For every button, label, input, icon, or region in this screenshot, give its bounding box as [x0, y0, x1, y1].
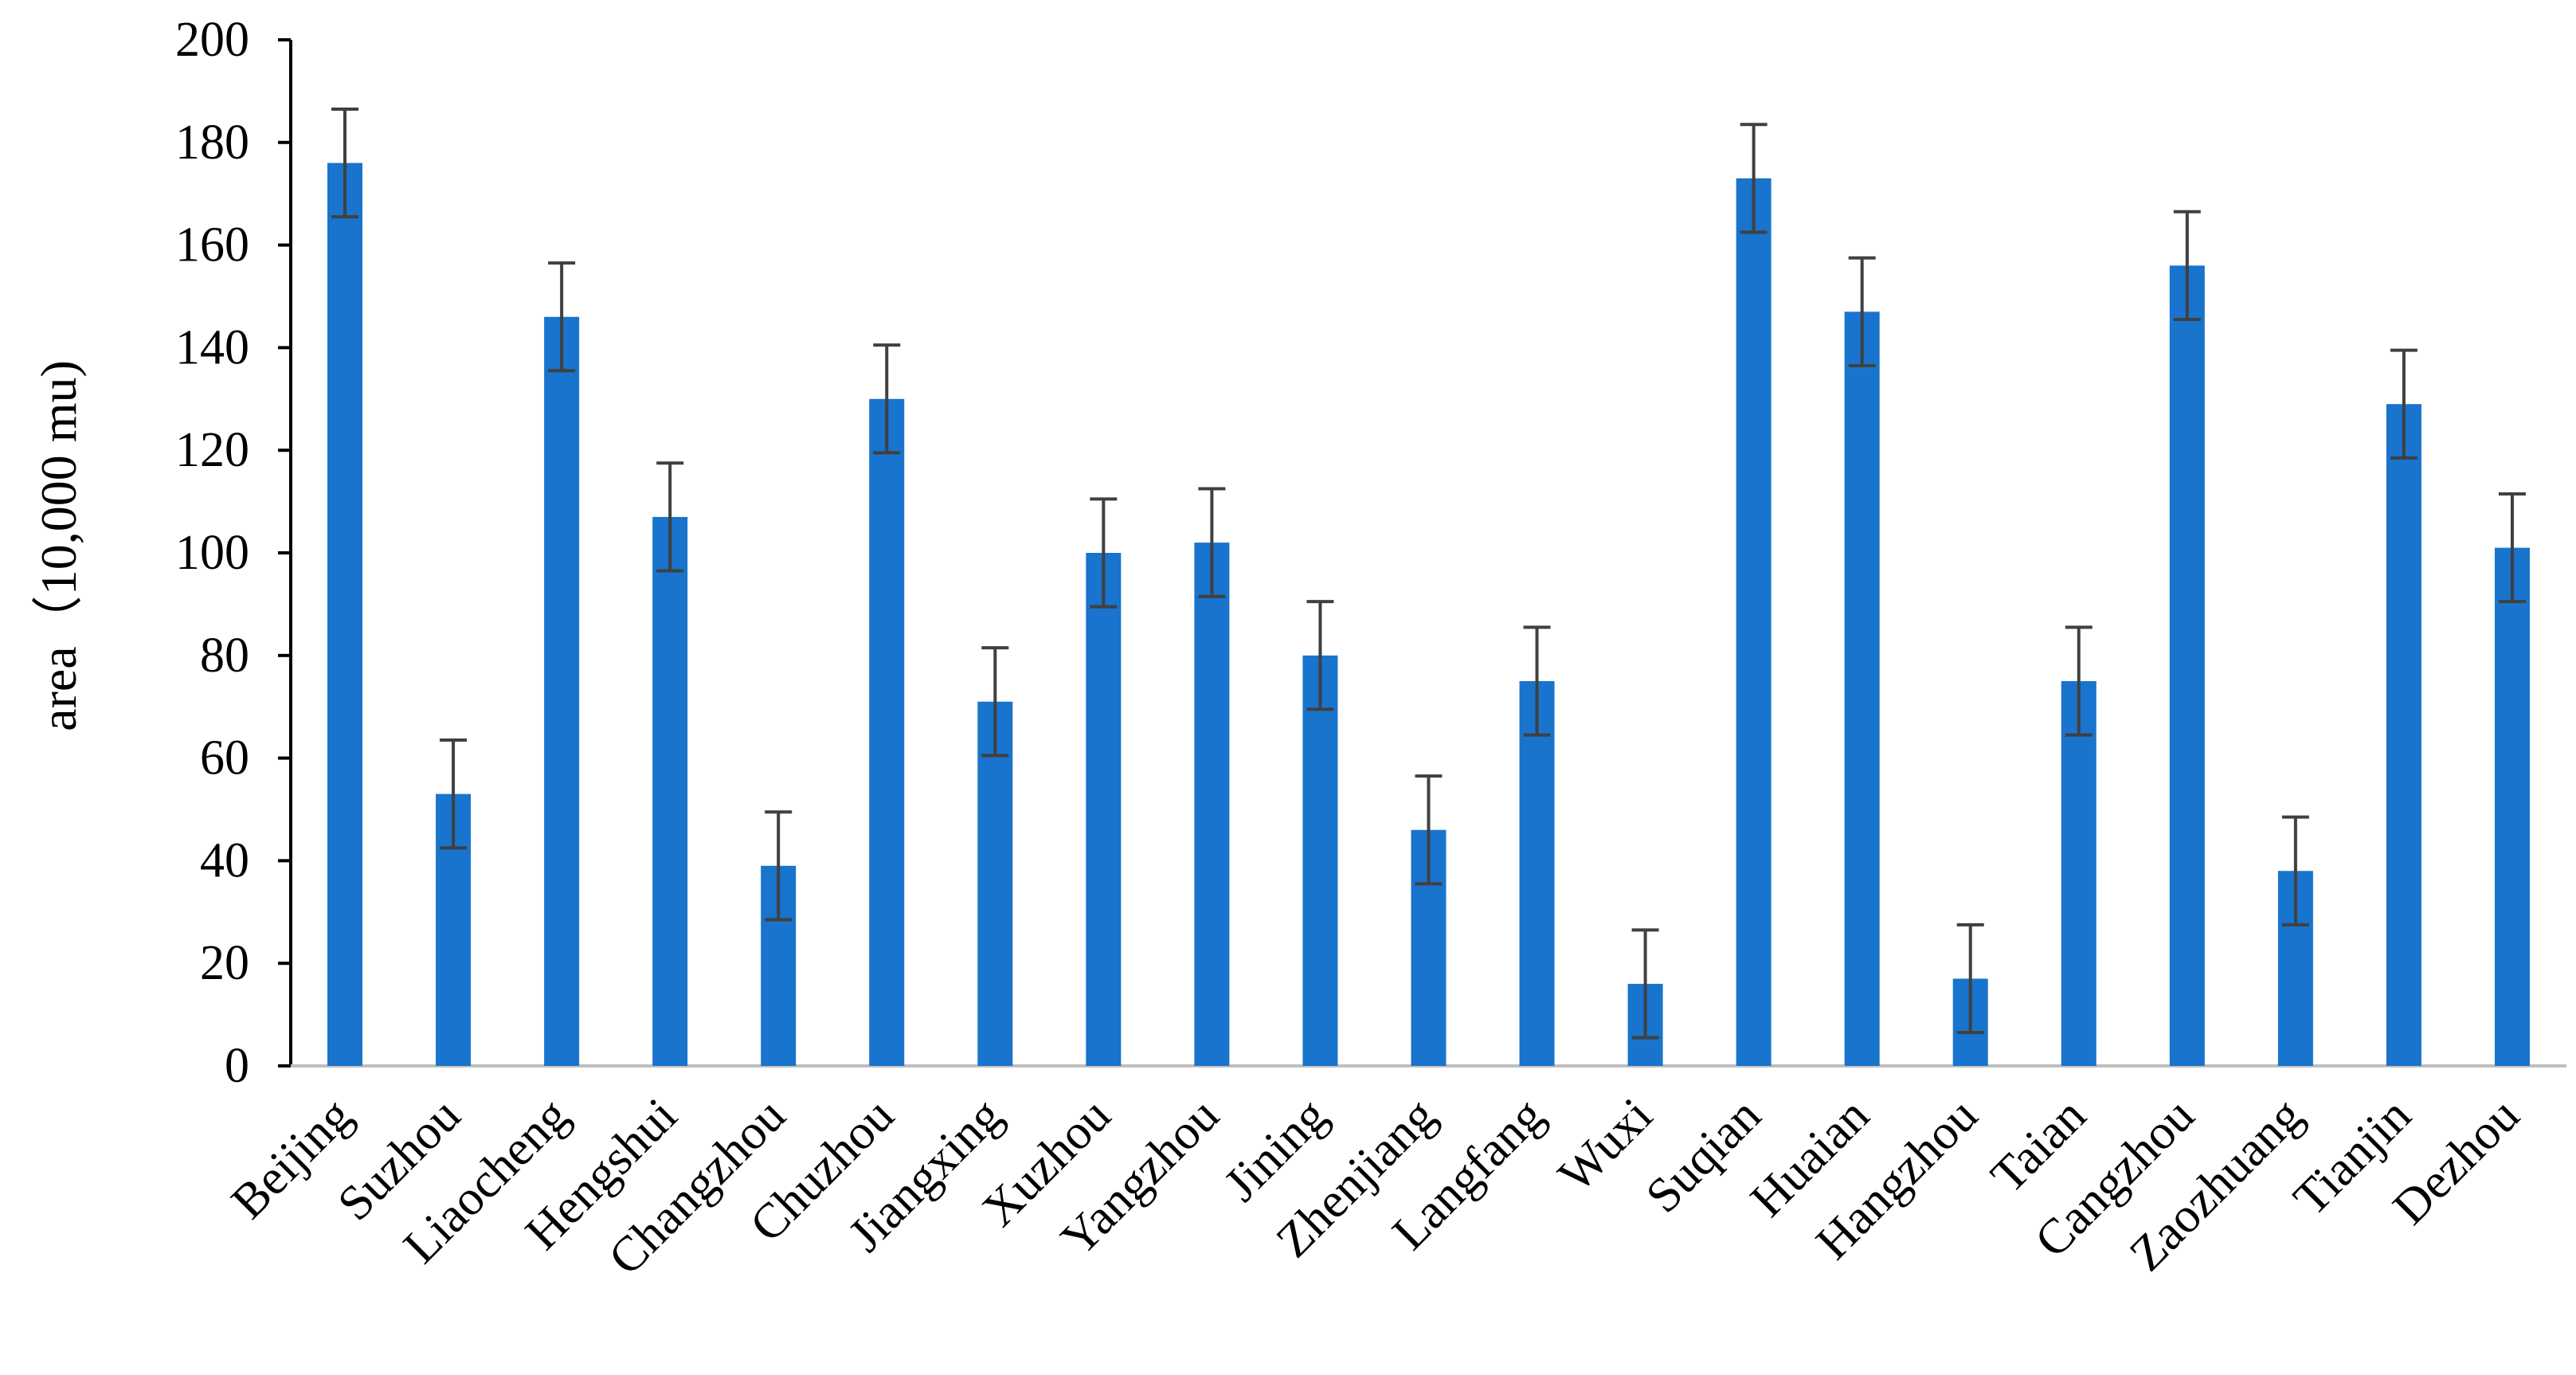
y-tick-label: 80 [200, 629, 249, 683]
bar [1194, 543, 1230, 1066]
y-axis-label: area（10,000 mu) [30, 360, 87, 731]
category-labels: BeijingSuzhouLiaochengHengshuiChangzhouC… [221, 1088, 2530, 1286]
bar [977, 701, 1013, 1066]
y-tick-label: 60 [200, 731, 249, 785]
bar [1519, 681, 1555, 1066]
y-tick-label: 140 [175, 320, 249, 374]
bar [1736, 178, 1771, 1066]
bar [544, 316, 580, 1066]
x-category-label: Beijing [221, 1088, 362, 1229]
error-bars [331, 107, 2526, 1040]
y-tick-label: 20 [200, 936, 249, 990]
bar [1844, 311, 1880, 1066]
y-tick-label: 180 [175, 116, 249, 170]
y-tick-label: 200 [175, 13, 249, 67]
bar [2494, 547, 2530, 1066]
bar [869, 398, 905, 1066]
y-tick-label: 40 [200, 833, 249, 887]
bar [1302, 655, 1338, 1066]
y-axis: 0 20 40 60 80 100 120 140 160 180 200 [175, 13, 292, 1093]
bars [327, 163, 2530, 1066]
bar [327, 163, 363, 1066]
y-tick-label: 0 [225, 1039, 249, 1093]
bar [1086, 553, 1122, 1066]
bar [2386, 404, 2421, 1066]
bar [652, 516, 688, 1066]
y-tick-label: 120 [175, 423, 249, 477]
x-category-label: Suqian [1636, 1088, 1771, 1224]
bar [2061, 681, 2096, 1066]
bar [2169, 265, 2205, 1066]
y-tick-label: 160 [175, 218, 249, 272]
y-tick-label: 100 [175, 526, 249, 580]
